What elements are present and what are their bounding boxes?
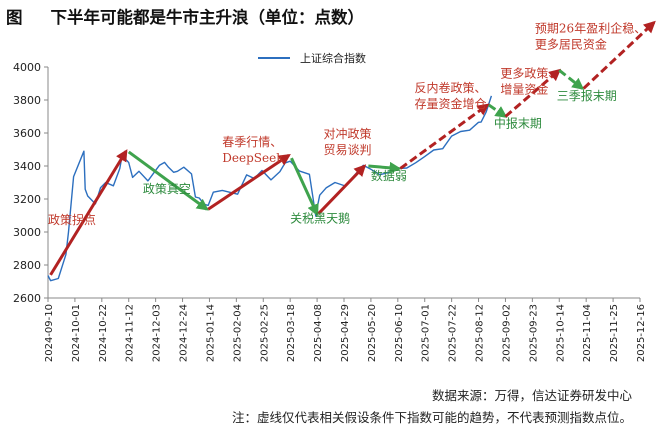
x-tick-label: 2024-10-22 [98, 304, 109, 362]
annotation-label: 增量资金 [500, 82, 548, 97]
source-note: 数据来源：万得，信达证券研发中心 [431, 388, 632, 403]
x-tick-label: 2025-11-04 [582, 304, 593, 362]
trend-arrow-down [487, 103, 508, 118]
x-tick-label: 2024-11-12 [125, 304, 136, 362]
y-tick-label: 3800 [13, 94, 41, 107]
footnote: 注：虚线仅代表相关假设条件下指数可能的趋势，不代表预测指数点位。 [231, 410, 632, 425]
annotation-label: 反内卷政策、 [414, 80, 486, 95]
trend-arrow-up [207, 153, 291, 211]
x-tick-label: 2025-10-14 [555, 304, 566, 362]
legend-label: 上证综合指数 [300, 51, 366, 65]
trend-arrow-down [290, 157, 319, 217]
trend-arrow-down [368, 161, 402, 174]
x-tick-label: 2025-12-16 [636, 304, 647, 362]
annotation-label: 存量资金增仓 [414, 96, 486, 111]
annotation-label: 预期26年盈利企稳、 [535, 20, 646, 35]
annotation-label: 政策真空 [143, 182, 191, 196]
annotation-label: 对冲政策 [323, 126, 371, 141]
y-tick-label: 3400 [13, 160, 41, 173]
series-layer [47, 95, 493, 282]
annotation-label: 关税黑天鹅 [290, 211, 350, 225]
annotation-label: DeepSeek [222, 151, 284, 165]
trend-arrow-down [558, 69, 585, 90]
arrow-layer [49, 20, 656, 276]
y-tick-label: 3600 [13, 127, 41, 140]
y-tick-label: 3000 [13, 226, 41, 239]
figure-label: 图 [6, 8, 23, 27]
annotation-label: 数据弱 [371, 168, 407, 183]
x-tick-label: 2025-03-18 [286, 304, 297, 362]
x-tick-label: 2025-04-29 [340, 304, 351, 362]
x-tick-label: 2025-09-23 [528, 304, 539, 362]
y-tick-label: 2600 [13, 292, 41, 305]
x-tick-label: 2025-11-25 [609, 304, 620, 362]
annotation-label: 中报末期 [494, 116, 542, 131]
annotation-label: 更多政策、 [500, 67, 560, 81]
trend-arrow-up [49, 149, 128, 276]
x-tick-label: 2025-04-08 [313, 304, 324, 362]
trend-arrow-up [399, 103, 490, 170]
x-tick-label: 2025-02-04 [232, 304, 243, 362]
trend-arrow-up [317, 164, 367, 215]
x-tick-label: 2025-09-02 [501, 304, 512, 362]
chart-title: 图 下半年可能都是牛市主升浪（单位：点数） [6, 4, 364, 28]
annotation-label: 更多居民资金 [535, 36, 607, 51]
y-tick-label: 4000 [13, 61, 41, 74]
x-tick-label: 2025-08-12 [475, 304, 486, 362]
annotation-label: 政策拐点 [48, 212, 96, 227]
x-tick-label: 2025-05-20 [367, 304, 378, 362]
x-tick-label: 2025-07-22 [448, 304, 459, 362]
x-tick-label: 2025-06-10 [394, 304, 405, 362]
annotation-label: 春季行情、 [222, 135, 282, 149]
x-tick-label: 2024-10-01 [71, 304, 82, 362]
chart-title-text: 下半年可能都是牛市主升浪（单位：点数） [50, 8, 365, 27]
x-tick-label: 2024-12-24 [179, 304, 190, 362]
x-tick-label: 2025-07-01 [421, 304, 432, 362]
annotation-label: 三季报末期 [557, 88, 617, 103]
x-tick-label: 2025-02-25 [259, 304, 270, 362]
y-tick-label: 3200 [13, 193, 41, 206]
x-tick-label: 2024-09-10 [44, 304, 55, 362]
annotation-label: 贸易谈判 [323, 143, 371, 157]
x-tick-label: 2024-12-03 [152, 304, 163, 362]
trend-arrow-up [582, 20, 656, 90]
axes: 2600 2800 3000 3200 3400 3600 3800 4000 2024-09-… [13, 61, 647, 362]
legend: 上证综合指数 [258, 51, 366, 65]
x-tick-label: 2025-01-14 [205, 304, 216, 362]
series-line-shanghai-composite [47, 95, 493, 282]
trend-arrow-down [127, 150, 209, 211]
y-tick-label: 2800 [13, 259, 41, 272]
